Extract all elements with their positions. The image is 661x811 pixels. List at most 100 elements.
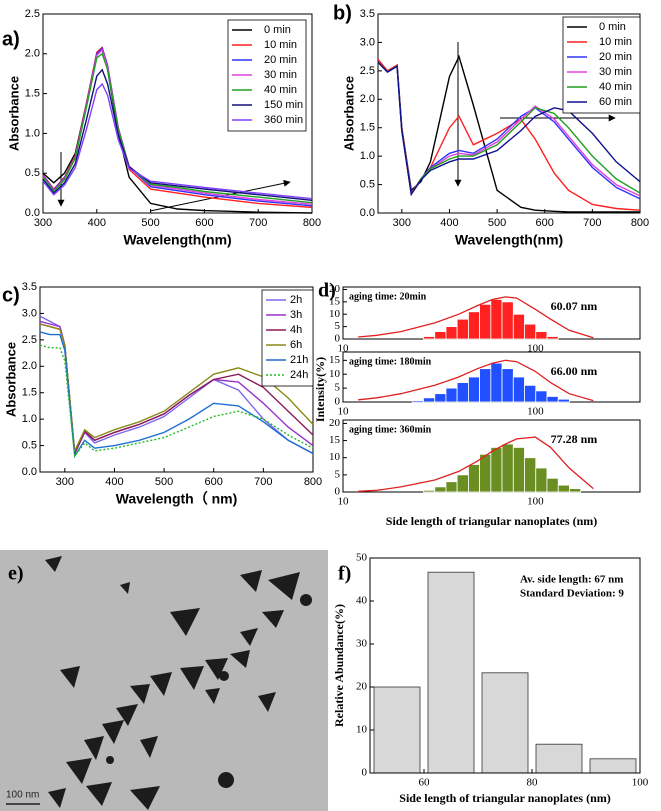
panel-label: d) [318, 280, 336, 302]
y-tick-label: 2.0 [360, 93, 375, 105]
arrows [57, 42, 616, 212]
y-tick-label: 50 [356, 552, 368, 564]
y-tick-label: 20 [329, 283, 341, 295]
y-tick-label: 0 [335, 396, 341, 408]
plot-frame [377, 13, 641, 214]
hist-bar [546, 477, 559, 493]
y-axis-label: Relative Abundance(%) [332, 604, 346, 727]
x-tick-label: 80 [527, 777, 539, 789]
x-tick-label: 600 [536, 217, 554, 229]
legend-label: 60 min [599, 96, 632, 108]
hist-bar [546, 336, 559, 340]
x-tick-label: 300 [34, 217, 52, 229]
legend-label: 30 min [264, 69, 297, 81]
hist-bar [535, 390, 548, 403]
y-tick-label: 0.5 [25, 167, 40, 179]
x-tick-label: 700 [583, 217, 601, 229]
hist-bar [490, 298, 503, 340]
series-line [42, 68, 313, 201]
x-tick-label: 10 [338, 343, 350, 355]
y-tick-label: 2.0 [25, 48, 40, 60]
hist-bar [479, 303, 492, 340]
y-tick-label: 3.5 [22, 281, 37, 293]
hist-bar [546, 396, 559, 403]
fit-curve [358, 359, 594, 402]
hist-bar [411, 400, 424, 403]
legend-label: 20 min [599, 51, 632, 63]
y-axis-label: Absorbance [6, 76, 21, 151]
legend-label: 3h [290, 309, 302, 321]
y-tick-label: 0.0 [22, 466, 37, 478]
hist-bar [468, 311, 480, 340]
hist-bar [512, 313, 525, 340]
y-tick-label: 10 [356, 724, 368, 736]
legend-label: 2h [290, 294, 302, 306]
y-tick-label: 20 [329, 417, 341, 429]
hist-bar [456, 382, 469, 403]
hist-bar [479, 368, 492, 403]
x-tick-label: 100 [527, 496, 544, 508]
y-tick-label: 0 [335, 333, 341, 345]
fit-annotation: 60.07 nm [551, 299, 598, 313]
hist-bar [468, 464, 480, 493]
plot-frame [369, 557, 641, 774]
legend-label: 360 min [264, 114, 303, 126]
hist-bar [423, 489, 436, 493]
x-tick-label: 700 [249, 217, 267, 229]
hist-bar [434, 486, 447, 493]
hist-bar [524, 323, 537, 340]
hist-bar [490, 362, 503, 403]
hist-bar [557, 398, 570, 403]
fit-curve [358, 436, 594, 492]
y-tick-label: 5 [335, 320, 341, 332]
series-line [42, 82, 313, 200]
x-tick-label: 500 [155, 476, 173, 488]
x-tick-label: 500 [141, 217, 159, 229]
panel-title: aging time: 360min [349, 424, 432, 435]
legend-label: 6h [290, 339, 302, 351]
y-tick-label: 5 [335, 468, 341, 480]
legend-label: 10 min [599, 36, 632, 48]
y-axis-label: Absorbance [341, 76, 356, 151]
x-tick-label: 100 [527, 406, 544, 418]
annotation: Standard Deviation: 9 [520, 588, 624, 600]
panel-label: c) [2, 284, 20, 306]
series-line [39, 323, 314, 454]
hist-bar [481, 672, 529, 774]
x-tick-label: 600 [195, 217, 213, 229]
y-tick-label: 1.5 [25, 88, 40, 100]
y-tick-label: 30 [356, 638, 368, 650]
y-tick-label: 15 [329, 354, 341, 366]
y-tick-label: 2.5 [360, 65, 375, 77]
legend-box [562, 16, 641, 114]
scale-bar-label: 100 nm [6, 790, 39, 801]
y-tick-label: 10 [329, 451, 341, 463]
legend-box [261, 289, 314, 387]
x-axis-label: Side length of triangular nanoplates (nm… [386, 514, 597, 528]
x-tick-label: 800 [631, 217, 649, 229]
hist-bar [434, 331, 447, 340]
x-tick-label: 10 [338, 496, 350, 508]
panel-label: f) [338, 563, 351, 585]
x-tick-label: 60 [419, 777, 431, 789]
hist-bar [501, 301, 514, 340]
y-tick-label: 15 [329, 295, 341, 307]
series-line [377, 61, 641, 197]
y-axis-label: Intensity(%) [313, 357, 327, 422]
hist-bar [524, 457, 537, 493]
x-tick-label: 400 [105, 476, 123, 488]
panel-label: e) [8, 563, 24, 585]
hist-bar [512, 376, 525, 403]
y-tick-label: 0 [362, 767, 368, 779]
y-tick-label: 1.0 [25, 127, 40, 139]
hist-bar [445, 326, 458, 340]
x-axis-label: Wavelength(nm) [123, 232, 231, 248]
hist-bar [535, 331, 548, 340]
x-tick-label: 100 [632, 777, 649, 789]
fit-curve [358, 296, 594, 339]
legend-label: 21h [290, 354, 308, 366]
y-tick-label: 0.5 [360, 178, 375, 190]
hist-bar [535, 467, 548, 493]
y-tick-label: 2.0 [22, 360, 37, 372]
fit-annotation: 77.28 nm [551, 432, 598, 446]
